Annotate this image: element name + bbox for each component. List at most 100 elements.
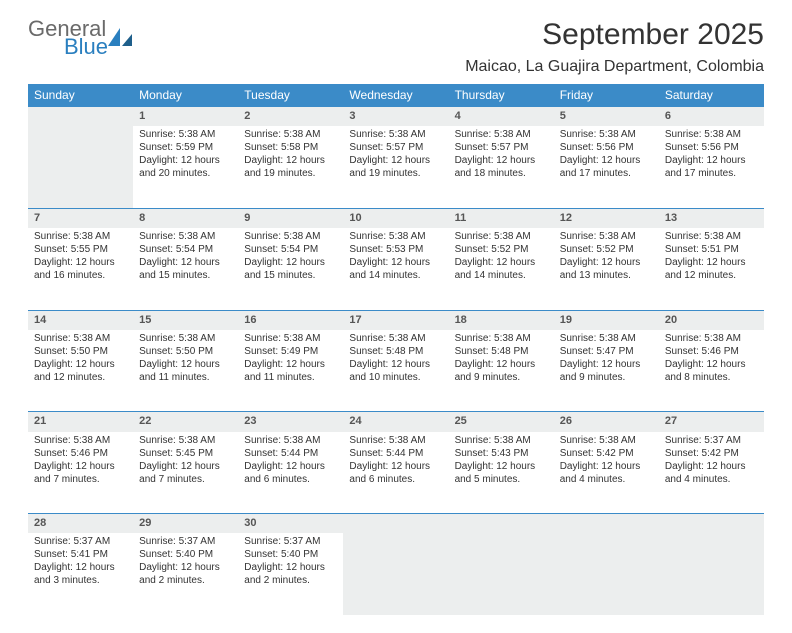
sunset-text: Sunset: 5:54 PM <box>139 243 232 256</box>
day-number: 6 <box>659 107 764 127</box>
sunrise-text: Sunrise: 5:38 AM <box>244 230 337 243</box>
detail-row: Sunrise: 5:38 AMSunset: 5:46 PMDaylight:… <box>28 432 764 514</box>
day-detail: Sunrise: 5:38 AMSunset: 5:42 PMDaylight:… <box>554 432 659 514</box>
daylight-text: and 3 minutes. <box>34 574 127 587</box>
weekday-header: Wednesday <box>343 84 448 107</box>
daylight-text: Daylight: 12 hours <box>349 358 442 371</box>
day-detail: Sunrise: 5:38 AMSunset: 5:45 PMDaylight:… <box>133 432 238 514</box>
sunrise-text: Sunrise: 5:38 AM <box>34 332 127 345</box>
sunset-text: Sunset: 5:52 PM <box>560 243 653 256</box>
day-detail-empty <box>28 126 133 208</box>
day-number: 12 <box>554 208 659 228</box>
calendar-page: General Blue September 2025 Maicao, La G… <box>0 0 792 633</box>
daylight-text: Daylight: 12 hours <box>244 561 337 574</box>
daylight-text: Daylight: 12 hours <box>139 256 232 269</box>
sunset-text: Sunset: 5:59 PM <box>139 141 232 154</box>
sunrise-text: Sunrise: 5:38 AM <box>455 332 548 345</box>
sunset-text: Sunset: 5:41 PM <box>34 548 127 561</box>
day-number: 28 <box>28 514 133 534</box>
day-number: 10 <box>343 208 448 228</box>
daylight-text: and 14 minutes. <box>349 269 442 282</box>
day-detail: Sunrise: 5:38 AMSunset: 5:51 PMDaylight:… <box>659 228 764 310</box>
sunrise-text: Sunrise: 5:38 AM <box>665 230 758 243</box>
sunrise-text: Sunrise: 5:37 AM <box>34 535 127 548</box>
daylight-text: and 6 minutes. <box>349 473 442 486</box>
daylight-text: Daylight: 12 hours <box>349 460 442 473</box>
day-detail: Sunrise: 5:37 AMSunset: 5:40 PMDaylight:… <box>133 533 238 615</box>
day-detail: Sunrise: 5:38 AMSunset: 5:47 PMDaylight:… <box>554 330 659 412</box>
daylight-text: and 11 minutes. <box>244 371 337 384</box>
day-detail: Sunrise: 5:38 AMSunset: 5:44 PMDaylight:… <box>343 432 448 514</box>
sunset-text: Sunset: 5:47 PM <box>560 345 653 358</box>
day-detail: Sunrise: 5:38 AMSunset: 5:46 PMDaylight:… <box>659 330 764 412</box>
sunrise-text: Sunrise: 5:38 AM <box>34 434 127 447</box>
day-detail-empty <box>659 533 764 615</box>
sunset-text: Sunset: 5:40 PM <box>139 548 232 561</box>
day-detail: Sunrise: 5:38 AMSunset: 5:58 PMDaylight:… <box>238 126 343 208</box>
detail-row: Sunrise: 5:38 AMSunset: 5:55 PMDaylight:… <box>28 228 764 310</box>
sunrise-text: Sunrise: 5:38 AM <box>139 128 232 141</box>
daylight-text: Daylight: 12 hours <box>244 154 337 167</box>
daylight-text: Daylight: 12 hours <box>455 460 548 473</box>
sunset-text: Sunset: 5:42 PM <box>560 447 653 460</box>
sunset-text: Sunset: 5:49 PM <box>244 345 337 358</box>
day-number: 20 <box>659 310 764 330</box>
sunrise-text: Sunrise: 5:38 AM <box>244 434 337 447</box>
daylight-text: and 12 minutes. <box>665 269 758 282</box>
day-number: 21 <box>28 412 133 432</box>
daylight-text: and 20 minutes. <box>139 167 232 180</box>
daylight-text: Daylight: 12 hours <box>139 154 232 167</box>
sunset-text: Sunset: 5:56 PM <box>665 141 758 154</box>
sunrise-text: Sunrise: 5:38 AM <box>244 332 337 345</box>
detail-row: Sunrise: 5:38 AMSunset: 5:50 PMDaylight:… <box>28 330 764 412</box>
brand-blue: Blue <box>64 36 108 58</box>
brand-logo: General Blue <box>28 18 134 58</box>
title-block: September 2025 Maicao, La Guajira Depart… <box>465 18 764 76</box>
day-number: 8 <box>133 208 238 228</box>
day-detail: Sunrise: 5:38 AMSunset: 5:59 PMDaylight:… <box>133 126 238 208</box>
day-number: 26 <box>554 412 659 432</box>
daylight-text: Daylight: 12 hours <box>349 256 442 269</box>
day-detail: Sunrise: 5:38 AMSunset: 5:56 PMDaylight:… <box>659 126 764 208</box>
daylight-text: and 4 minutes. <box>560 473 653 486</box>
day-detail: Sunrise: 5:38 AMSunset: 5:56 PMDaylight:… <box>554 126 659 208</box>
day-number: 19 <box>554 310 659 330</box>
sunrise-text: Sunrise: 5:38 AM <box>244 128 337 141</box>
day-number-empty <box>554 514 659 534</box>
daynum-row: 14151617181920 <box>28 310 764 330</box>
daylight-text: and 8 minutes. <box>665 371 758 384</box>
day-number: 22 <box>133 412 238 432</box>
sunset-text: Sunset: 5:57 PM <box>349 141 442 154</box>
day-number: 3 <box>343 107 448 127</box>
day-number: 13 <box>659 208 764 228</box>
daylight-text: and 7 minutes. <box>34 473 127 486</box>
daylight-text: Daylight: 12 hours <box>560 460 653 473</box>
calendar-table: SundayMondayTuesdayWednesdayThursdayFrid… <box>28 84 764 615</box>
daylight-text: and 15 minutes. <box>244 269 337 282</box>
day-number-empty <box>449 514 554 534</box>
daylight-text: Daylight: 12 hours <box>560 358 653 371</box>
sunrise-text: Sunrise: 5:38 AM <box>560 332 653 345</box>
sunrise-text: Sunrise: 5:38 AM <box>349 332 442 345</box>
daylight-text: and 17 minutes. <box>560 167 653 180</box>
daylight-text: Daylight: 12 hours <box>349 154 442 167</box>
daylight-text: Daylight: 12 hours <box>139 460 232 473</box>
day-number: 17 <box>343 310 448 330</box>
sunrise-text: Sunrise: 5:38 AM <box>560 230 653 243</box>
day-detail: Sunrise: 5:38 AMSunset: 5:55 PMDaylight:… <box>28 228 133 310</box>
sunset-text: Sunset: 5:42 PM <box>665 447 758 460</box>
day-detail: Sunrise: 5:38 AMSunset: 5:57 PMDaylight:… <box>343 126 448 208</box>
daylight-text: and 2 minutes. <box>244 574 337 587</box>
day-number-empty <box>28 107 133 127</box>
daylight-text: and 18 minutes. <box>455 167 548 180</box>
sunset-text: Sunset: 5:40 PM <box>244 548 337 561</box>
weekday-header: Thursday <box>449 84 554 107</box>
detail-row: Sunrise: 5:37 AMSunset: 5:41 PM Daylight:… <box>28 533 764 615</box>
sunset-text: Sunset: 5:46 PM <box>665 345 758 358</box>
weekday-header: Tuesday <box>238 84 343 107</box>
daynum-row: 123456 <box>28 107 764 127</box>
calendar-head: SundayMondayTuesdayWednesdayThursdayFrid… <box>28 84 764 107</box>
daylight-text: Daylight: 12 hours <box>665 358 758 371</box>
day-detail: Sunrise: 5:38 AMSunset: 5:48 PMDaylight:… <box>343 330 448 412</box>
daylight-text: Daylight: 12 hours <box>455 358 548 371</box>
